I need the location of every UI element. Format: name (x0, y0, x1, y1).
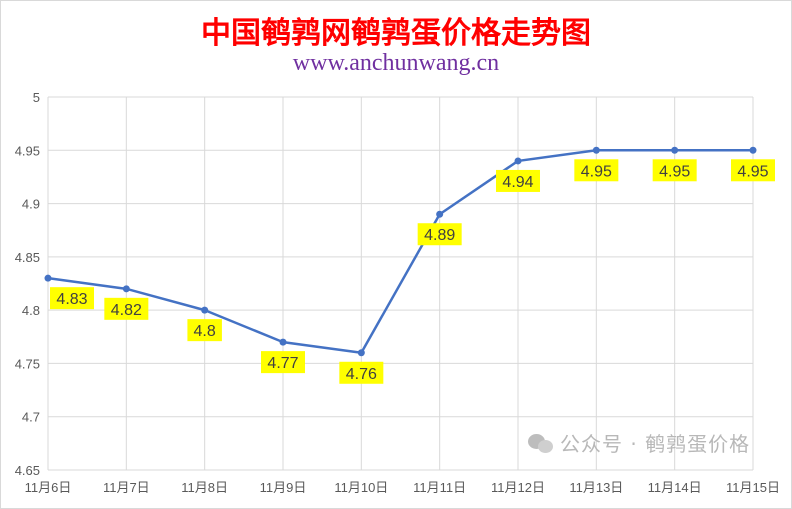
y-tick-label: 4.85 (15, 250, 40, 265)
x-tick-label: 11月13日 (569, 480, 623, 495)
x-tick-label: 11月8日 (181, 480, 228, 495)
data-label: 4.82 (111, 302, 142, 319)
data-point (436, 210, 444, 218)
data-label: 4.83 (56, 291, 87, 308)
y-tick-label: 4.95 (15, 143, 40, 158)
data-point (749, 146, 757, 154)
data-label-background (731, 159, 775, 182)
data-label-background (104, 297, 149, 320)
data-label: 4.95 (659, 163, 690, 180)
y-tick-label: 4.8 (22, 303, 40, 318)
data-label-background (652, 159, 697, 182)
data-label-background (496, 169, 540, 192)
data-label-background (417, 223, 462, 246)
data-label-background (50, 287, 94, 310)
data-point (592, 146, 600, 154)
data-point (671, 146, 679, 154)
x-tick-label: 11月11日 (413, 480, 466, 495)
data-label-background (574, 159, 619, 182)
data-label: 4.95 (581, 163, 612, 180)
data-point (201, 306, 209, 314)
data-label: 4.94 (502, 174, 533, 191)
y-tick-label: 4.65 (15, 463, 40, 478)
chart-title: 中国鹌鹑网鹌鹑蛋价格走势图 (201, 16, 591, 51)
x-tick-label: 11月10日 (334, 480, 388, 495)
data-label: 4.95 (737, 163, 768, 180)
y-tick-label: 4.75 (15, 356, 40, 371)
x-tick-label: 11月9日 (260, 480, 307, 495)
chart-subtitle: www.anchunwang.cn (292, 50, 500, 76)
y-tick-label: 5 (33, 90, 40, 105)
data-label: 4.89 (424, 227, 455, 244)
y-tick-label: 4.7 (22, 410, 40, 425)
data-label-background (187, 319, 222, 342)
x-tick-label: 11月14日 (648, 480, 702, 495)
x-tick-label: 11月15日 (726, 480, 780, 495)
data-label-background (339, 361, 384, 384)
data-label: 4.77 (267, 355, 298, 372)
data-label-background (261, 351, 305, 374)
watermark-text: 公众号 · 鹌鹑蛋价格 (560, 432, 751, 456)
x-tick-label: 11月12日 (491, 480, 545, 495)
data-label: 4.76 (346, 366, 377, 383)
data-point (514, 157, 522, 165)
y-tick-label: 4.9 (22, 197, 40, 212)
data-point (279, 338, 287, 346)
wechat-icon (528, 432, 554, 454)
x-tick-label: 11月6日 (25, 480, 72, 495)
watermark: 公众号 · 鹌鹑蛋价格 (528, 428, 750, 457)
data-label: 4.8 (194, 323, 216, 340)
data-point (122, 285, 130, 293)
x-tick-label: 11月7日 (103, 480, 150, 495)
data-point (44, 274, 52, 282)
series-line (47, 149, 753, 355)
data-point (357, 349, 365, 357)
